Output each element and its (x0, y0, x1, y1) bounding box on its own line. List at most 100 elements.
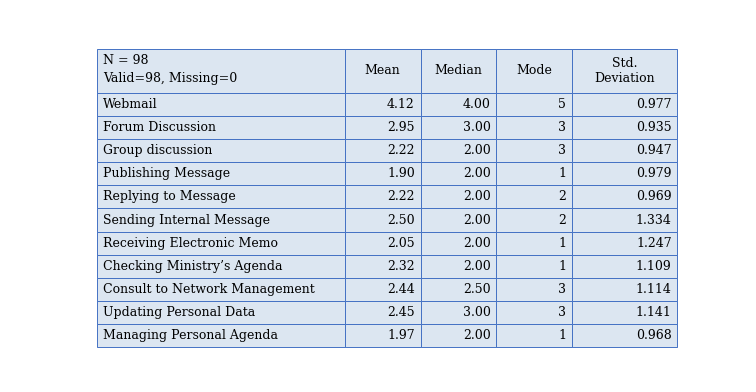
Bar (98, 49, 345, 93)
Bar (345, 162, 420, 185)
Text: Mean: Mean (365, 64, 401, 77)
Text: 2: 2 (559, 191, 566, 203)
Bar (497, 209, 572, 232)
Text: 2.32: 2.32 (387, 260, 415, 273)
Text: 1.334: 1.334 (636, 214, 671, 227)
Text: 0.977: 0.977 (636, 98, 671, 111)
Text: N = 98
Valid=98, Missing=0: N = 98 Valid=98, Missing=0 (104, 54, 237, 85)
Text: 3: 3 (558, 283, 566, 296)
Bar (497, 116, 572, 139)
Bar (420, 116, 497, 139)
Bar (497, 49, 572, 93)
Text: Median: Median (435, 64, 482, 77)
Text: Replying to Message: Replying to Message (104, 191, 236, 203)
Text: 2.00: 2.00 (463, 144, 491, 157)
Text: Receiving Electronic Memo: Receiving Electronic Memo (104, 237, 278, 250)
Text: 3: 3 (558, 306, 566, 319)
Text: 0.935: 0.935 (636, 121, 671, 134)
Bar (420, 232, 497, 255)
Text: 2.00: 2.00 (463, 214, 491, 227)
Text: 1: 1 (558, 237, 566, 250)
Bar (345, 185, 420, 209)
Bar (98, 278, 345, 301)
Bar (98, 139, 345, 162)
Bar (420, 209, 497, 232)
Bar (497, 255, 572, 278)
Text: 2.95: 2.95 (387, 121, 415, 134)
Text: 2.00: 2.00 (463, 237, 491, 250)
Text: 2.50: 2.50 (387, 214, 415, 227)
Bar (420, 255, 497, 278)
Bar (420, 185, 497, 209)
Bar (345, 49, 420, 93)
Bar (572, 301, 677, 324)
Text: 2.00: 2.00 (463, 329, 491, 342)
Bar (572, 255, 677, 278)
Text: Publishing Message: Publishing Message (104, 167, 231, 180)
Text: 2: 2 (559, 214, 566, 227)
Text: 1.97: 1.97 (387, 329, 415, 342)
Bar (572, 278, 677, 301)
Text: 3.00: 3.00 (463, 121, 491, 134)
Text: Group discussion: Group discussion (104, 144, 212, 157)
Text: 3: 3 (558, 121, 566, 134)
Bar (420, 93, 497, 116)
Text: Managing Personal Agenda: Managing Personal Agenda (104, 329, 278, 342)
Bar (572, 116, 677, 139)
Text: 4.12: 4.12 (387, 98, 415, 111)
Bar (572, 49, 677, 93)
Text: 1: 1 (558, 260, 566, 273)
Text: 1.109: 1.109 (636, 260, 671, 273)
Text: 1: 1 (558, 167, 566, 180)
Text: 3.00: 3.00 (463, 306, 491, 319)
Text: 2.45: 2.45 (387, 306, 415, 319)
Text: 1.247: 1.247 (636, 237, 671, 250)
Text: 0.979: 0.979 (636, 167, 671, 180)
Bar (420, 162, 497, 185)
Text: 2.22: 2.22 (387, 144, 415, 157)
Text: 1.90: 1.90 (387, 167, 415, 180)
Text: Std.
Deviation: Std. Deviation (594, 56, 655, 85)
Bar (420, 324, 497, 347)
Bar (345, 116, 420, 139)
Bar (345, 139, 420, 162)
Bar (420, 49, 497, 93)
Text: 1: 1 (558, 329, 566, 342)
Bar (98, 232, 345, 255)
Text: 5: 5 (559, 98, 566, 111)
Bar (98, 301, 345, 324)
Text: 2.00: 2.00 (463, 191, 491, 203)
Bar (572, 93, 677, 116)
Bar (98, 255, 345, 278)
Bar (98, 116, 345, 139)
Bar (420, 301, 497, 324)
Bar (497, 185, 572, 209)
Bar (572, 162, 677, 185)
Bar (345, 232, 420, 255)
Text: 0.969: 0.969 (636, 191, 671, 203)
Bar (572, 324, 677, 347)
Bar (98, 209, 345, 232)
Text: 0.968: 0.968 (636, 329, 671, 342)
Text: 2.44: 2.44 (387, 283, 415, 296)
Text: 0.947: 0.947 (636, 144, 671, 157)
Bar (98, 324, 345, 347)
Bar (497, 278, 572, 301)
Bar (497, 301, 572, 324)
Text: 1.141: 1.141 (636, 306, 671, 319)
Bar (497, 93, 572, 116)
Text: Consult to Network Management: Consult to Network Management (104, 283, 315, 296)
Text: Forum Discussion: Forum Discussion (104, 121, 216, 134)
Bar (572, 209, 677, 232)
Text: 4.00: 4.00 (463, 98, 491, 111)
Bar (345, 278, 420, 301)
Bar (345, 255, 420, 278)
Bar (420, 139, 497, 162)
Bar (497, 324, 572, 347)
Bar (497, 139, 572, 162)
Text: Checking Ministry’s Agenda: Checking Ministry’s Agenda (104, 260, 283, 273)
Text: 2.05: 2.05 (387, 237, 415, 250)
Bar (420, 278, 497, 301)
Bar (572, 139, 677, 162)
Bar (345, 324, 420, 347)
